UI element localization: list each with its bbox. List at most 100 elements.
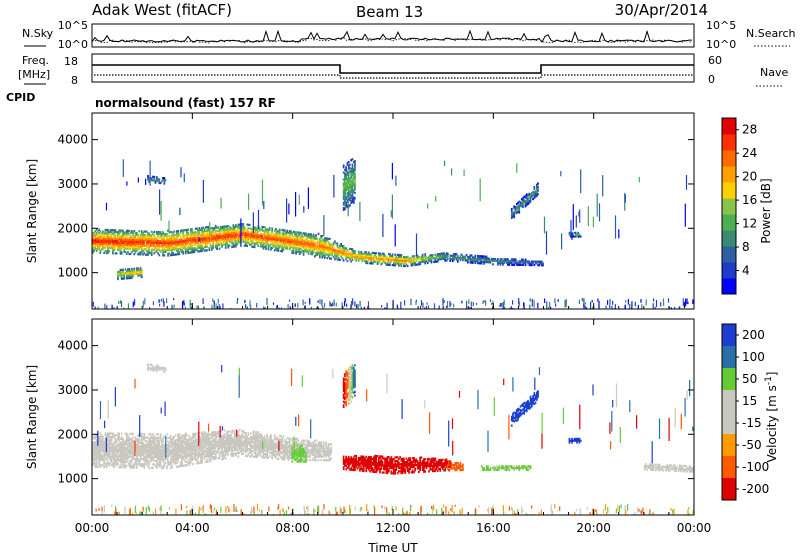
power-cell-band-0 bbox=[424, 256, 427, 260]
power-cell-band-0 bbox=[212, 232, 215, 235]
power-cell-band-1 bbox=[123, 273, 126, 277]
power-cell-band-0 bbox=[153, 252, 156, 255]
power-cell-band-0 bbox=[98, 232, 100, 235]
power-cell-band-0 bbox=[257, 235, 260, 239]
power-noise-cell bbox=[438, 305, 440, 309]
power-cell-band-0 bbox=[189, 233, 192, 236]
power-cell-band-3 bbox=[349, 199, 351, 202]
power-cell-band-0 bbox=[167, 236, 169, 239]
power-cell-band-0 bbox=[166, 234, 168, 238]
power-cell-band-0 bbox=[92, 249, 94, 252]
power-cell-band-0 bbox=[255, 230, 257, 233]
power-cell-band-0 bbox=[222, 236, 225, 239]
power-cell-band-0 bbox=[228, 228, 231, 231]
power-cell-band-1 bbox=[139, 270, 142, 273]
power-cell-band-0 bbox=[292, 250, 295, 253]
power-cell-band-0 bbox=[110, 234, 113, 237]
power-cell-band-0 bbox=[192, 240, 194, 243]
power-cell-band-0 bbox=[484, 255, 487, 258]
vel-cell-band-0 bbox=[167, 461, 169, 464]
power-cell-band-0 bbox=[148, 248, 151, 251]
power-cell-band-1 bbox=[122, 268, 124, 271]
power-cell-band-0 bbox=[360, 258, 363, 261]
power-noise-cell bbox=[245, 304, 247, 308]
power-cell-band-0 bbox=[182, 236, 184, 239]
power-colorbar-tick-label: 20 bbox=[742, 170, 757, 184]
power-cell-band-0 bbox=[204, 249, 207, 252]
power-cell-band-0 bbox=[331, 245, 334, 248]
power-cell-band-0 bbox=[339, 253, 341, 256]
power-cell-band-3 bbox=[352, 173, 355, 176]
power-cell-band-0 bbox=[403, 263, 405, 266]
power-cell-band-4 bbox=[534, 192, 537, 195]
power-cell-band-0 bbox=[317, 252, 320, 255]
power-noise-cell bbox=[346, 303, 348, 307]
power-noise-cell bbox=[682, 298, 684, 306]
power-cell-band-0 bbox=[227, 232, 230, 235]
power-cell-band-0 bbox=[267, 239, 270, 242]
vel-cell-band-0 bbox=[201, 443, 203, 446]
power-cell-band-0 bbox=[430, 259, 433, 262]
power-cell-band-0 bbox=[391, 256, 394, 260]
power-cell-band-0 bbox=[92, 242, 94, 245]
power-cell-band-0 bbox=[139, 246, 142, 249]
power-noise-cell bbox=[591, 300, 593, 303]
vel-cell-band-0 bbox=[149, 450, 152, 453]
vel-cell-band-0 bbox=[213, 445, 216, 448]
power-cell-band-0 bbox=[186, 235, 188, 239]
power-cell-band-0 bbox=[510, 260, 513, 263]
power-noise-cell bbox=[381, 305, 383, 308]
vel-cell-band-0 bbox=[202, 436, 205, 439]
power-cell-band-0 bbox=[384, 261, 386, 264]
vel-cell-band-0 bbox=[199, 461, 202, 464]
power-cell-band-0 bbox=[277, 235, 280, 238]
power-cell-band-0 bbox=[201, 244, 203, 247]
vel-cell-band-0 bbox=[130, 438, 133, 441]
power-cell-band-0 bbox=[132, 244, 134, 247]
power-cell-band-0 bbox=[301, 235, 304, 238]
power-cell-band-0 bbox=[217, 240, 220, 243]
power-noise-cell bbox=[213, 303, 215, 309]
power-cell-band-0 bbox=[462, 255, 464, 258]
power-cell-band-3 bbox=[350, 171, 353, 174]
vel-cell-band-0 bbox=[144, 454, 147, 457]
power-cell-band-0 bbox=[312, 247, 315, 251]
vel-cell-band-0 bbox=[226, 432, 228, 435]
vel-cell-band-0 bbox=[152, 436, 154, 439]
power-cell-band-0 bbox=[189, 242, 192, 245]
power-cell-band-0 bbox=[485, 257, 488, 260]
vel-cell-band-0 bbox=[204, 443, 207, 446]
vel-cell-band-0 bbox=[162, 444, 164, 447]
power-cell-band-0 bbox=[257, 239, 260, 242]
power-noise-cell bbox=[529, 298, 531, 302]
power-cell-band-0 bbox=[222, 243, 225, 246]
power-noise-cell bbox=[426, 302, 428, 305]
power-cell-band-0 bbox=[394, 253, 396, 256]
power-cell-band-0 bbox=[193, 243, 196, 246]
vel-cell-band-0 bbox=[122, 448, 124, 451]
power-cell-band-0 bbox=[300, 237, 302, 240]
power-cell-band-0 bbox=[251, 229, 253, 232]
power-cell-band-0 bbox=[163, 241, 166, 245]
power-noise-cell bbox=[272, 302, 275, 305]
vel-cell-band-0 bbox=[212, 440, 215, 443]
power-cell-band-0 bbox=[212, 227, 215, 230]
vel-cell-band-0 bbox=[98, 441, 100, 444]
power-cell-band-0 bbox=[107, 250, 109, 253]
vel-cell-band-0 bbox=[191, 454, 193, 457]
power-noise-cell bbox=[485, 300, 487, 306]
vel-cell-band-0 bbox=[194, 444, 197, 447]
power-cell-band-1 bbox=[125, 275, 128, 278]
power-cell-band-0 bbox=[140, 248, 143, 251]
power-cell-band-0 bbox=[140, 237, 143, 240]
power-cell-band-0 bbox=[179, 236, 182, 239]
power-cell-band-0 bbox=[304, 248, 306, 251]
power-cell-band-0 bbox=[118, 238, 120, 241]
vel-cell-band-0 bbox=[142, 464, 144, 468]
power-cell-band-0 bbox=[369, 256, 371, 260]
vel-cell-band-0 bbox=[184, 453, 187, 456]
power-noise-cell bbox=[415, 299, 417, 303]
power-cell-band-0 bbox=[207, 227, 210, 230]
vel-cell-band-0 bbox=[104, 439, 107, 442]
vel-cell-band-0 bbox=[109, 437, 112, 440]
